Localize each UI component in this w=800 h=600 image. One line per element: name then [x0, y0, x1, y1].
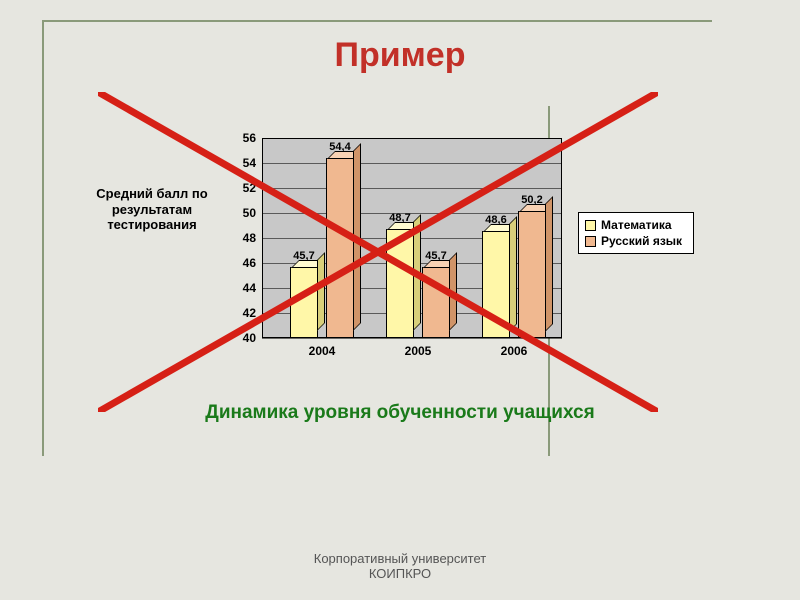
legend-label-0: Математика [601, 218, 672, 232]
ylabel-1: Средний балл по [82, 186, 222, 202]
bar-side-face [449, 252, 457, 331]
gridline [262, 138, 562, 139]
footer: Корпоративный университет КОИПКРО [0, 551, 800, 582]
legend: Математика Русский язык [578, 212, 694, 254]
ylabel-2: результатам [82, 202, 222, 218]
bar: 48,7 [386, 229, 414, 338]
frame-line-top [42, 20, 712, 22]
bar: 45,7 [422, 267, 450, 338]
bar-side-face [317, 252, 325, 331]
bar-value-label: 48,6 [485, 214, 506, 226]
y-tick-label: 44 [226, 281, 256, 295]
legend-swatch-0 [585, 220, 596, 231]
bar-side-face [413, 214, 421, 331]
x-tick-label: 2005 [386, 344, 450, 358]
y-axis-label: Средний балл по результатам тестирования [82, 186, 222, 233]
footer-line-1: Корпоративный университет [0, 551, 800, 567]
gridline [262, 338, 562, 339]
y-tick-label: 48 [226, 231, 256, 245]
x-tick-label: 2004 [290, 344, 354, 358]
y-tick-label: 50 [226, 206, 256, 220]
chart-area: Средний балл по результатам тестирования… [82, 138, 702, 398]
ylabel-3: тестирования [82, 217, 222, 233]
legend-item: Математика [585, 217, 687, 233]
plot-container: 45,754,448,745,748,650,2 200420052006 [262, 138, 562, 338]
bar: 54,4 [326, 158, 354, 338]
y-tick-label: 42 [226, 306, 256, 320]
bar-value-label: 50,2 [521, 194, 542, 206]
y-tick-label: 52 [226, 181, 256, 195]
bar: 48,6 [482, 231, 510, 339]
page-title: Пример [0, 36, 800, 75]
bar-side-face [545, 196, 553, 332]
bar-side-face [353, 143, 361, 331]
bar-value-label: 54,4 [329, 141, 350, 153]
legend-swatch-1 [585, 236, 596, 247]
gridline [262, 213, 562, 214]
y-tick-label: 56 [226, 131, 256, 145]
legend-item: Русский язык [585, 233, 687, 249]
footer-line-2: КОИПКРО [0, 566, 800, 582]
gridline [262, 163, 562, 164]
y-tick-label: 40 [226, 331, 256, 345]
bar-side-face [509, 216, 517, 332]
bar-value-label: 45,7 [293, 250, 314, 262]
y-tick-label: 46 [226, 256, 256, 270]
frame-line-left [42, 20, 44, 456]
bar: 50,2 [518, 211, 546, 339]
bar-value-label: 45,7 [425, 250, 446, 262]
chart-subtitle: Динамика уровня обученности учащихся [0, 402, 800, 424]
gridline [262, 188, 562, 189]
bar: 45,7 [290, 267, 318, 338]
legend-label-1: Русский язык [601, 234, 682, 248]
y-tick-label: 54 [226, 156, 256, 170]
x-tick-label: 2006 [482, 344, 546, 358]
bar-value-label: 48,7 [389, 212, 410, 224]
